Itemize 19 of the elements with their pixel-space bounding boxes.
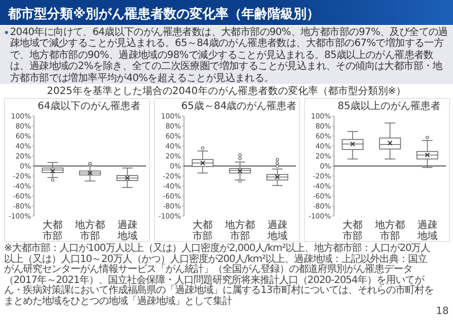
- x-tick-label: 過疎地域: [116, 219, 138, 242]
- text: まとめた地域をひとつの地域「過疎地域」として集計: [4, 296, 232, 307]
- x-tick-label: 過疎地域: [416, 219, 438, 242]
- x-tick-label: 大都市部: [192, 219, 213, 242]
- chart-title: 85歳以上のがん罹患者: [338, 100, 440, 112]
- x-tick-label: 大都市部: [42, 219, 63, 242]
- x-tick-label: 大都市部: [342, 219, 363, 242]
- chart-title: 65歳～84歳のがん罹患者: [181, 100, 297, 112]
- text: 18: [436, 306, 449, 317]
- chart-title: 64歳以下のがん罹患者: [38, 100, 140, 112]
- text: がん研究センターがん情報サービス「がん統計」（全国がん登録）の都道府県別がん罹患データ（2017年～2021年）、国立社会保障・人口問題研究所将来推計人口（2020-2054年）を用いてがん・疾病対策課において作成福島県の「過疎地域」に属する13市町村については、それらの市町村を: [4, 264, 434, 296]
- text: 2040年に向けて、64歳以下のがん罹患者数は、大都市部の90%、地方都市部の97%、及び全ての過疎地域で減少することが見込まれる。65～84歳のがん罹患者数は、大都市部の67%で増加する一方で、地方都市部の90%、過疎地域の98%で減少することが見込まれる。85歳以上のがん罹患者数は、過疎地域の2%を除き、全ての二次医療圏で増加することが見込まれ、その傾向は大都市部・地方都市部では増加率平均が40%を超えることが見込まれる。: [10, 27, 449, 84]
- text: 2025年を基準とした場合の2040年のがん罹患者数の変化率（都市型分類別※）: [46, 86, 408, 97]
- x-tick-label: 地方都市部: [224, 219, 255, 242]
- text: ※大都市部：人口が100万人以上（又は）人口密度が2,000人/km²以上、地方都市部：人口が20万人以上（又は）人口10～20万人（かつ）人口密度が200人/km²以上、過疎地域：上記以外出典：国立: [4, 243, 430, 265]
- text: 都市型分類※別がん罹患者数の変化率（年齢階級別）: [8, 6, 320, 23]
- x-tick-label: 地方都市部: [374, 219, 405, 242]
- x-tick-label: 地方都市部: [74, 219, 105, 242]
- x-tick-label: 過疎地域: [266, 219, 288, 242]
